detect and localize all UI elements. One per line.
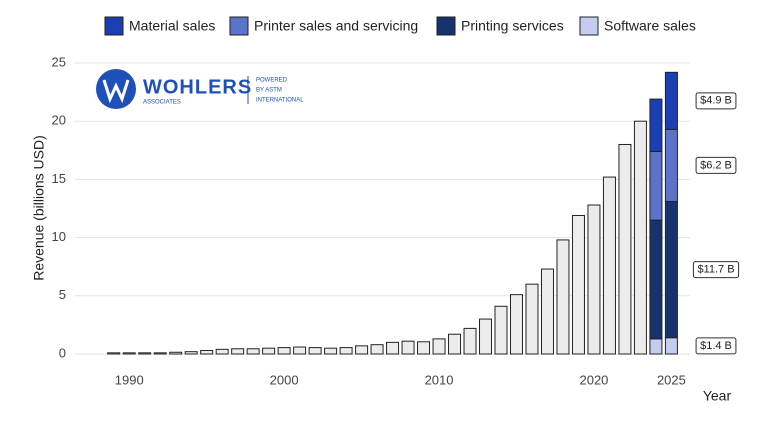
logo: WOHLERS ASSOCIATES POWERED BY ASTM INTER… bbox=[96, 69, 304, 109]
bar bbox=[556, 239, 570, 355]
legend-label: Material sales bbox=[129, 18, 215, 34]
bar bbox=[509, 294, 523, 355]
y-tick-label: 15 bbox=[52, 171, 66, 186]
bar bbox=[262, 347, 276, 355]
bar bbox=[525, 283, 539, 355]
bar bbox=[386, 341, 400, 355]
bar-segment bbox=[664, 201, 678, 339]
value-label-box bbox=[695, 156, 737, 174]
legend-label: Printing services bbox=[461, 18, 564, 34]
value-label: $11.7 B bbox=[692, 261, 740, 279]
logo-powered: POWERED bbox=[256, 78, 288, 84]
bar-segment bbox=[664, 128, 678, 203]
bar bbox=[432, 338, 446, 355]
y-tick-label: 5 bbox=[59, 287, 66, 302]
value-label-box bbox=[695, 92, 737, 110]
value-label-text: $6.2 B bbox=[700, 159, 732, 171]
bar bbox=[587, 204, 601, 355]
logo-powered: BY ASTM bbox=[256, 88, 282, 94]
bar-segment bbox=[649, 219, 663, 340]
logo-name: WOHLERS bbox=[143, 76, 252, 98]
value-label-box bbox=[695, 337, 737, 355]
bar bbox=[370, 344, 384, 355]
logo-w bbox=[102, 79, 130, 104]
bar bbox=[602, 176, 616, 355]
bar bbox=[355, 345, 369, 355]
bar bbox=[138, 352, 152, 355]
bar bbox=[153, 352, 167, 355]
bar bbox=[107, 352, 121, 355]
bar-segment bbox=[649, 150, 663, 221]
bar-segment bbox=[649, 338, 663, 355]
value-label: $4.9 B bbox=[695, 92, 737, 110]
legend-swatch bbox=[104, 16, 124, 36]
x-tick-label: 2000 bbox=[270, 372, 299, 387]
y-tick-label: 20 bbox=[52, 113, 66, 128]
value-label-text: $1.4 B bbox=[700, 340, 732, 352]
value-label-box bbox=[692, 261, 740, 279]
legend-swatch bbox=[229, 16, 249, 36]
bar bbox=[184, 351, 198, 355]
logo-powered: INTERNATIONAL bbox=[256, 98, 304, 104]
bar bbox=[339, 347, 353, 355]
bar bbox=[448, 333, 462, 355]
bar bbox=[618, 143, 632, 355]
legend-swatch bbox=[436, 16, 456, 36]
y-tick-label: 10 bbox=[52, 229, 66, 244]
bar bbox=[231, 348, 245, 355]
bar bbox=[494, 305, 508, 355]
x-tick-label: 2010 bbox=[425, 372, 454, 387]
bar bbox=[246, 348, 260, 355]
legend-label: Software sales bbox=[604, 18, 696, 34]
bar bbox=[417, 341, 431, 355]
x-tick-label: 2020 bbox=[579, 372, 608, 387]
bar bbox=[200, 350, 214, 355]
legend-swatch bbox=[579, 16, 599, 36]
bar bbox=[293, 346, 307, 355]
x-axis-title: Year bbox=[703, 388, 732, 404]
bar bbox=[633, 120, 647, 355]
value-label: $6.2 B bbox=[695, 156, 737, 174]
bar bbox=[540, 268, 554, 355]
bar bbox=[479, 318, 493, 355]
bar bbox=[215, 348, 229, 355]
bar bbox=[571, 214, 585, 355]
value-label-text: $4.9 B bbox=[700, 95, 732, 107]
bar bbox=[308, 347, 322, 355]
x-tick-label: 1990 bbox=[115, 372, 144, 387]
bar bbox=[169, 351, 183, 355]
y-tick-label: 0 bbox=[59, 345, 66, 360]
value-label-text: $11.7 B bbox=[697, 264, 734, 276]
bar-segment bbox=[664, 71, 678, 130]
bar bbox=[401, 340, 415, 355]
bar bbox=[463, 327, 477, 355]
bar-segment bbox=[649, 98, 663, 152]
bar bbox=[122, 352, 136, 355]
bar bbox=[324, 347, 338, 355]
x-tick-label: 2025 bbox=[657, 372, 686, 387]
value-label: $1.4 B bbox=[695, 337, 737, 355]
bar bbox=[277, 347, 291, 355]
y-axis-title: Revenue (billions USD) bbox=[31, 135, 47, 281]
bar-segment bbox=[664, 337, 678, 355]
y-tick-label: 25 bbox=[52, 54, 66, 69]
legend-label: Printer sales and servicing bbox=[254, 18, 418, 34]
logo-sub: ASSOCIATES bbox=[143, 100, 181, 106]
